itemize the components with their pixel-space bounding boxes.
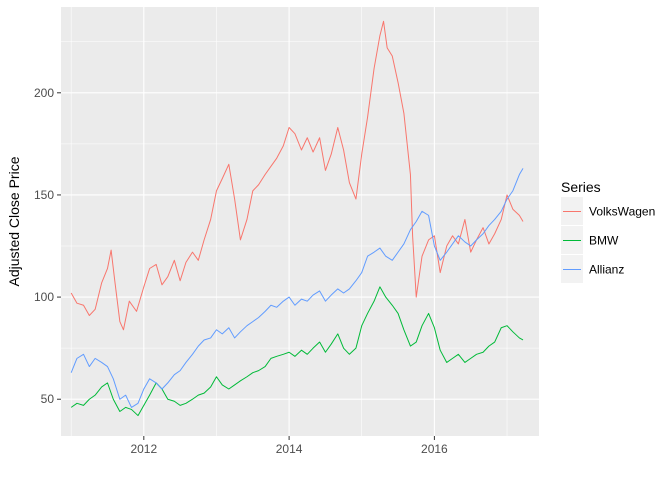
x-tick-label: 2016	[421, 442, 448, 456]
y-tick-label: 100	[34, 290, 54, 304]
y-tick-label: 150	[34, 188, 54, 202]
axes: 2012 2014 2016 50 100 150 200	[34, 86, 448, 456]
series-lines	[70, 20, 524, 417]
x-tick-label: 2014	[276, 442, 303, 456]
x-tick-label: 2012	[130, 442, 157, 456]
y-tick-label: 50	[41, 392, 55, 406]
y-axis-title: Adjusted Close Price	[6, 156, 22, 286]
legend-label-bmw: BMW	[589, 234, 619, 248]
legend-label-volkswagen: VolksWagen	[589, 205, 655, 219]
series-line-allianz	[70, 168, 524, 408]
series-line-volkswagen	[70, 20, 524, 331]
grid-lines	[61, 7, 539, 436]
legend-label-allianz: Allianz	[589, 263, 624, 277]
legend-title: Series	[561, 179, 601, 195]
series-line-bmw	[70, 286, 524, 417]
legend: Series VolksWagen BMW Allianz	[561, 179, 655, 283]
plot-panel	[61, 7, 539, 436]
y-tick-label: 200	[34, 86, 54, 100]
